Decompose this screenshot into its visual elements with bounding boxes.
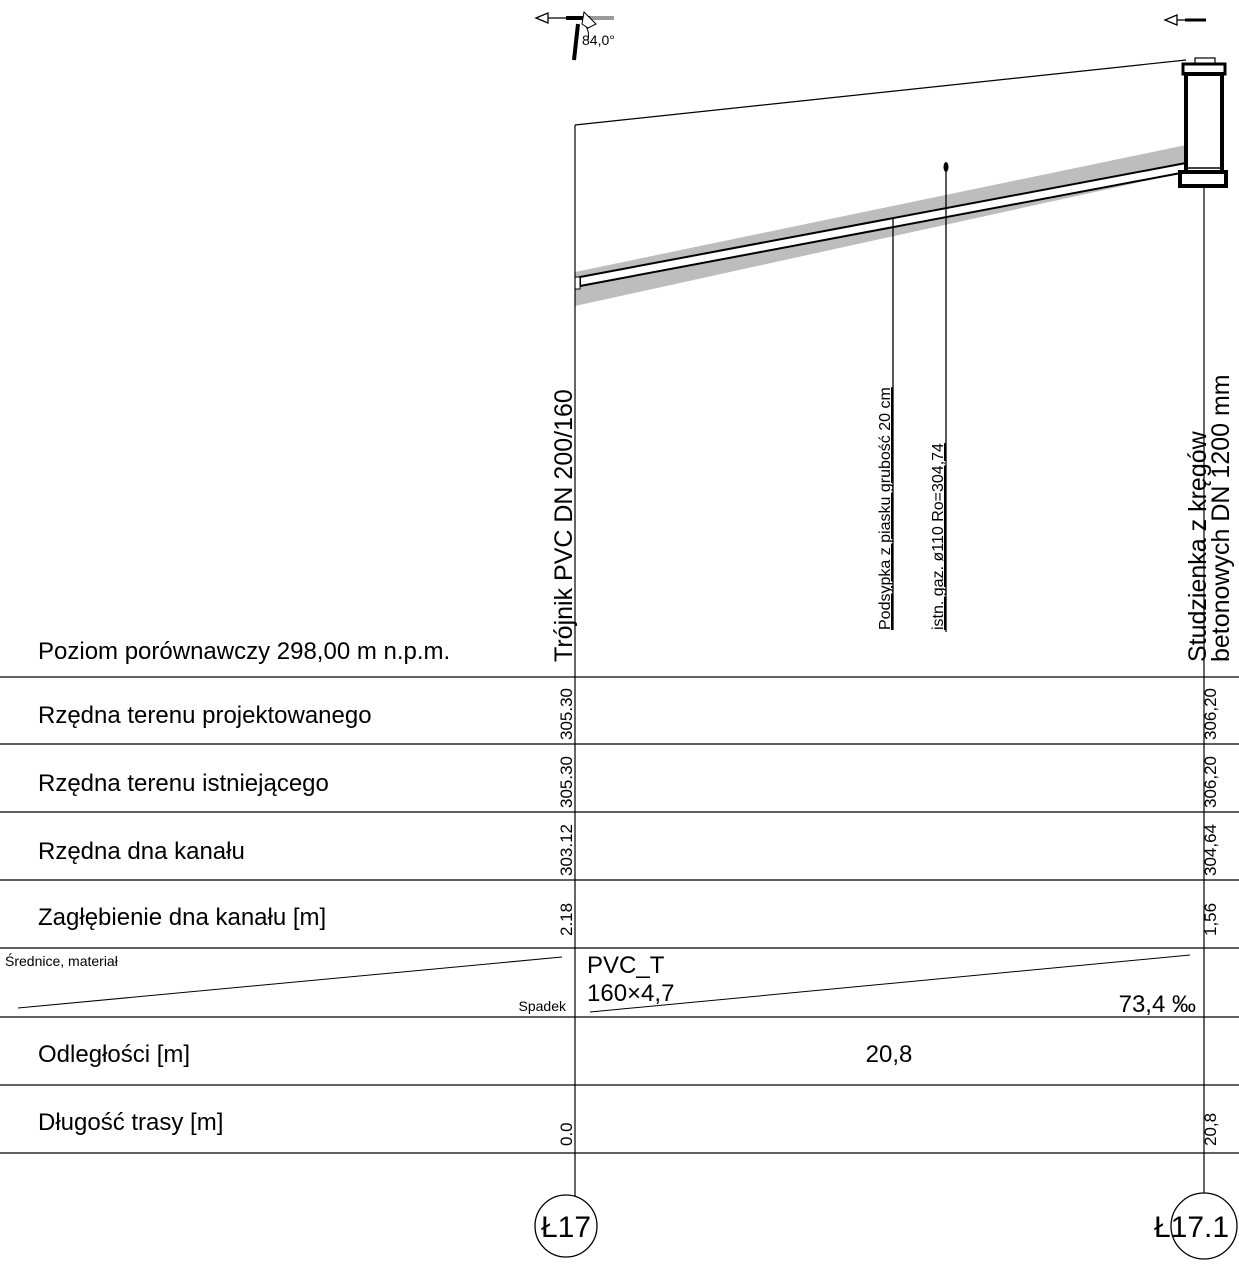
start-node-label: Ł17 [541, 1211, 591, 1244]
start-depth: 2.18 [557, 903, 576, 936]
row-label-depth: Zagłębienie dna kanału [m] [38, 904, 326, 931]
end-depth: 1,56 [1201, 903, 1220, 936]
start-terrain-existing: 305.30 [557, 756, 576, 808]
terrain-line [574, 59, 1187, 126]
segment-cell-diagonal [589, 954, 1191, 1013]
reference-level-label: Poziom porównawczy 298,00 m n.p.m. [38, 638, 450, 665]
start-channel-bottom: 303.12 [557, 824, 576, 876]
segment-material: PVC_T [587, 952, 665, 979]
pipe-start-cap [574, 276, 581, 290]
segment-distance: 20,8 [866, 1041, 913, 1068]
row-label-slope: Spadek [519, 998, 567, 1014]
table-rules [0, 676, 1239, 1154]
row-label-distances: Odległości [m] [38, 1041, 190, 1068]
gas-annotation: istn. gaz. ø110 Ro=304,74 [930, 443, 947, 630]
end-node-circle [1170, 1192, 1238, 1260]
end-direction-marker [1163, 14, 1206, 26]
gas-pipe-icon [943, 162, 949, 172]
row-label-terrain-projected: Rzędna terenu projektowanego [38, 702, 372, 729]
start-route-length: 0.0 [557, 1122, 576, 1146]
row-label-route-length: Długość trasy [m] [38, 1109, 223, 1136]
row-label-diameters: Średnice, materiał [5, 952, 119, 969]
manhole-structure [1178, 57, 1228, 188]
angle-arrow-icon [581, 10, 597, 29]
start-direction-marker: 84,0° [534, 10, 615, 61]
end-direction-arrow-icon [1163, 14, 1178, 26]
start-description: Trójnik PVC DN 200/160 [550, 389, 578, 662]
end-node: Ł17.1 [1154, 1192, 1238, 1260]
pipe-segment [579, 161, 1187, 288]
end-route-length: 20,8 [1201, 1113, 1220, 1146]
bedding-annotation: Podsypka z piasku grubość 20 cm [877, 387, 894, 630]
segment-diameter: 160×4,7 [587, 980, 674, 1007]
start-angle-label: 84,0° [582, 32, 615, 48]
label-cell-diagonal [17, 956, 563, 1009]
end-description-line1: Studzienka z kręgów [1184, 430, 1212, 662]
start-terrain-projected: 305.30 [557, 688, 576, 740]
start-node: Ł17 [534, 1194, 598, 1258]
start-node-circle [534, 1194, 598, 1258]
end-channel-bottom: 304,64 [1201, 824, 1220, 876]
end-description-line2: betonowych DN 1200 mm [1207, 374, 1235, 662]
row-label-channel-bottom: Rzędna dna kanału [38, 838, 245, 865]
row-label-terrain-existing: Rzędna terenu istniejącego [38, 770, 329, 797]
end-terrain-projected: 306,20 [1201, 688, 1220, 740]
start-direction-arrow-icon [534, 12, 549, 24]
end-node-label: Ł17.1 [1154, 1211, 1229, 1244]
end-terrain-existing: 306,20 [1201, 756, 1220, 808]
segment-slope: 73,4 ‰ [1119, 991, 1196, 1018]
